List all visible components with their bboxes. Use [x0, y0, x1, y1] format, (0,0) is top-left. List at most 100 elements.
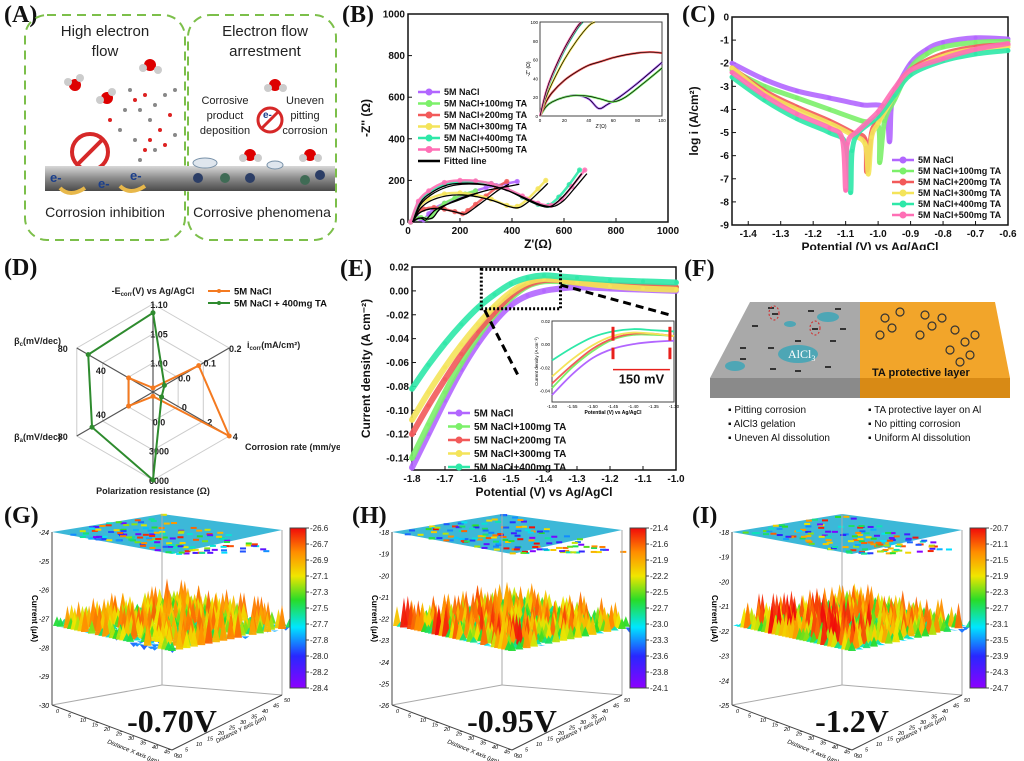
- projection-cell: [477, 535, 484, 538]
- data-point: [509, 303, 513, 308]
- radar-point: [196, 363, 202, 369]
- corrosive-product-line3: deposition: [200, 125, 250, 137]
- y-tick-label: 45: [613, 704, 620, 710]
- legend-marker: [899, 211, 907, 219]
- surface-spike: [802, 627, 811, 642]
- projection-cell: [199, 551, 206, 554]
- panel-label-c: (C): [682, 2, 716, 28]
- x-axis-label: Z'(Ω): [524, 237, 552, 250]
- projection-cell: [530, 541, 537, 544]
- data-point: [762, 98, 767, 103]
- inset-x-tick-label: -1.35: [649, 404, 660, 409]
- potential-annotation: -1.2V: [815, 703, 889, 739]
- projection-cell: [443, 523, 450, 526]
- projection-cell: [807, 532, 814, 535]
- droplet-icon: [784, 321, 796, 327]
- projection-cell: [565, 551, 572, 554]
- projection-cell: [600, 548, 607, 551]
- projection-cell: [927, 550, 934, 553]
- surface-spike: [892, 624, 900, 643]
- y-axis: [851, 694, 963, 751]
- surface-spike: [248, 612, 257, 635]
- z-axis-label: Current (μA): [30, 595, 39, 642]
- y-axis-label: -Z'' (Ω): [359, 99, 373, 137]
- projection-cell: [220, 549, 227, 552]
- left-title-line1: High electron: [61, 23, 149, 40]
- projection-cell: [772, 524, 779, 527]
- projection-cell: [190, 526, 197, 529]
- y-tick-label: 600: [388, 93, 405, 104]
- z-tick-label: -20: [719, 579, 729, 586]
- projection-cell: [159, 532, 166, 535]
- surface-spike: [101, 613, 110, 637]
- projection-cell: [461, 530, 468, 533]
- x-tick-label: -1.1: [634, 474, 652, 485]
- legend-marker: [425, 111, 433, 119]
- projection-cell: [147, 529, 154, 532]
- projection-cell: [928, 545, 935, 548]
- projection-cell: [193, 538, 200, 541]
- projection-cell: [515, 525, 522, 528]
- surface-spike: [80, 608, 89, 633]
- projection-cell: [430, 531, 437, 534]
- data-point: [426, 390, 431, 395]
- data-point: [408, 219, 414, 225]
- projection-cell: [251, 544, 258, 547]
- water-molecule-icon: [64, 74, 84, 91]
- x-tick-label: 40: [832, 745, 839, 751]
- projection-cell: [196, 535, 203, 538]
- radar-axis-title: Corrosion rate (mm/year): [245, 442, 340, 452]
- x-tick-label: 5: [68, 714, 72, 720]
- projection-cell: [857, 526, 864, 529]
- projection-cell: [574, 551, 581, 554]
- data-point: [443, 390, 447, 395]
- legend-label: 5M NaCl+200mg TA: [444, 110, 528, 120]
- colorbar-tick-label: -23.5: [990, 636, 1009, 645]
- projection-cell: [189, 546, 196, 549]
- surface-spike: [851, 625, 860, 649]
- surface-spike: [147, 646, 156, 650]
- y-tick-label: 400: [388, 134, 405, 145]
- projection-cell: [492, 540, 499, 543]
- data-point: [509, 290, 513, 295]
- potential-annotation: -0.95V: [467, 703, 557, 739]
- data-point: [443, 377, 447, 382]
- data-point: [892, 86, 897, 91]
- x-tick-label: 35: [140, 741, 147, 747]
- data-point: [582, 167, 588, 173]
- data-point: [410, 456, 414, 461]
- data-point: [941, 45, 946, 50]
- projection-cell: [140, 544, 147, 547]
- surface-spike: [834, 641, 843, 648]
- projection-cell: [113, 529, 120, 532]
- projection-cell: [486, 519, 493, 522]
- surface-spike: [743, 603, 752, 629]
- inset-x-tick-label: -1.60: [547, 404, 558, 409]
- legend-label: 5M NaCl+400mg TA: [444, 133, 528, 143]
- data-point: [840, 137, 845, 142]
- surface-spike: [544, 635, 553, 644]
- inset-y-label: Current density (A cm⁻²): [534, 337, 539, 386]
- projection-cell: [186, 533, 193, 536]
- projection-cell: [149, 533, 156, 536]
- surface-spike: [588, 614, 597, 635]
- radar-point: [126, 375, 132, 381]
- projection-cell: [139, 543, 146, 546]
- x-tick-label: 0: [405, 226, 411, 237]
- y-tick-label: 30: [580, 720, 587, 726]
- projection-cell: [574, 541, 581, 544]
- projection-cell: [591, 545, 598, 548]
- projection-cell: [861, 548, 868, 551]
- projection-cell: [538, 531, 545, 534]
- x-tick-label: 50: [856, 754, 863, 760]
- x-axis: [51, 704, 173, 751]
- projection-cell: [224, 539, 231, 542]
- projection-cell: [404, 533, 411, 536]
- uneven-pitting-line1: Uneven: [286, 95, 324, 107]
- colorbar: [969, 527, 987, 689]
- legend-label: 5M NaCl+500mg TA: [918, 210, 1002, 220]
- data-point: [827, 125, 832, 130]
- projection-cell: [120, 535, 127, 538]
- projection-cell: [260, 548, 267, 551]
- y-tick-label: -0.14: [386, 454, 409, 465]
